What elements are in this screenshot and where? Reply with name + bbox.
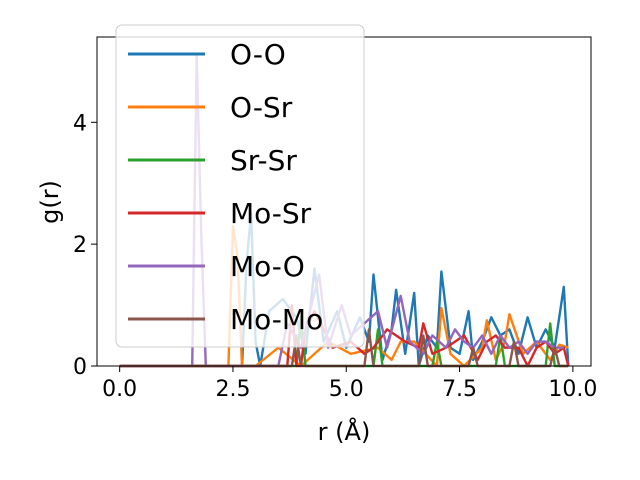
x-tick-label: 2.5 (215, 377, 250, 402)
x-axis-label: r (Å) (318, 417, 371, 446)
y-tick-label: 4 (73, 111, 87, 136)
legend-label-mo-sr: Mo-Sr (230, 197, 312, 230)
legend-label-mo-o: Mo-O (230, 250, 305, 283)
legend-label-mo-mo: Mo-Mo (230, 303, 323, 336)
legend-box (115, 24, 365, 348)
legend-label-sr-sr: Sr-Sr (230, 144, 297, 177)
y-tick-label: 2 (73, 233, 87, 258)
legend-entries: O-O O-Sr Sr-Sr Mo-Sr Mo-O Mo-Mo (128, 38, 323, 336)
x-tick-label: 5.0 (329, 377, 364, 402)
y-axis-label: g(r) (36, 180, 64, 224)
x-tick-label: 0.0 (102, 377, 137, 402)
axis-layer: 0.0 2.5 5.0 7.5 10.0 0 2 4 (73, 111, 597, 402)
x-tick-label: 10.0 (548, 377, 597, 402)
legend-label-o-o: O-O (230, 38, 286, 71)
x-tick-label: 7.5 (442, 377, 477, 402)
legend: O-O O-Sr Sr-Sr Mo-Sr Mo-O Mo-Mo (115, 24, 365, 348)
legend-label-o-sr: O-Sr (230, 91, 293, 124)
y-tick-label: 0 (73, 355, 87, 380)
